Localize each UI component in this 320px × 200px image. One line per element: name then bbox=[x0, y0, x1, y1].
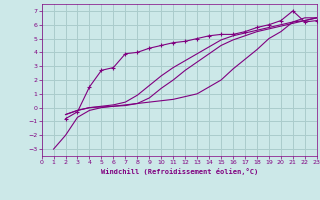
X-axis label: Windchill (Refroidissement éolien,°C): Windchill (Refroidissement éolien,°C) bbox=[100, 168, 258, 175]
